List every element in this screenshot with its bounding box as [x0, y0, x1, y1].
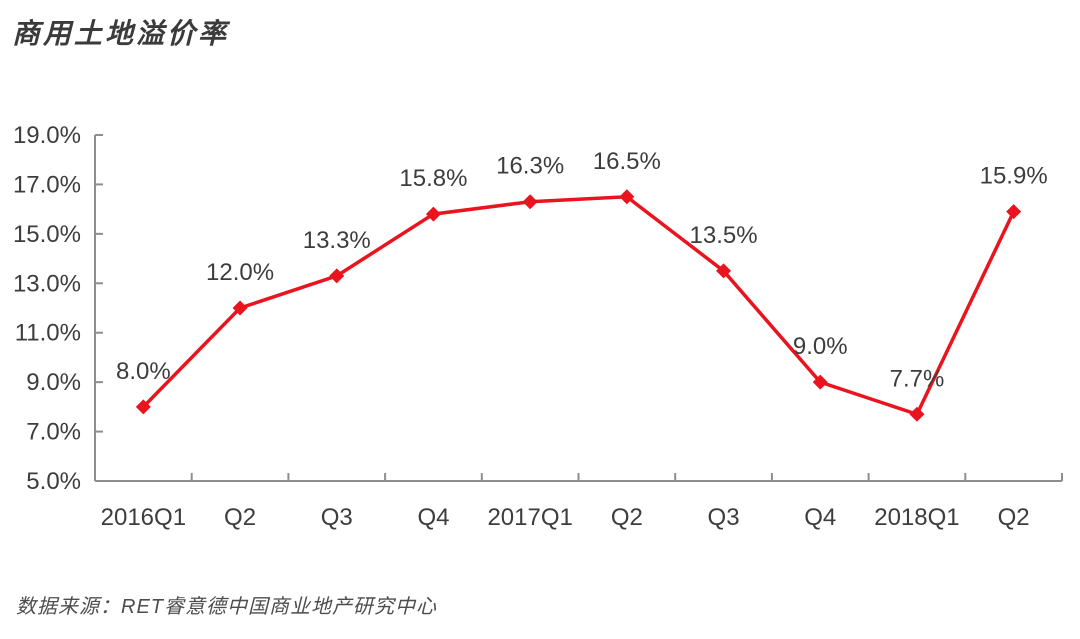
x-axis-tick-label: Q2 — [224, 504, 256, 531]
data-point-marker — [909, 406, 925, 422]
data-point-label: 9.0% — [793, 333, 848, 360]
x-axis-tick-label: Q4 — [417, 504, 449, 531]
data-point-label: 16.5% — [593, 148, 661, 175]
x-axis-tick-label: Q3 — [708, 504, 740, 531]
data-point-label: 7.7% — [890, 365, 945, 392]
y-axis-tick-label: 13.0% — [13, 270, 81, 297]
chart-title: 商用土地溢价率 — [12, 18, 230, 49]
x-axis-tick-label: Q2 — [611, 504, 643, 531]
data-point-label: 15.9% — [980, 163, 1048, 190]
x-axis-tick-label: 2017Q1 — [487, 504, 572, 531]
data-point-marker — [522, 194, 538, 210]
data-point-label: 12.0% — [206, 259, 274, 286]
data-point-label: 13.5% — [690, 222, 758, 249]
y-axis-tick-label: 11.0% — [15, 320, 81, 347]
data-point-marker — [1006, 204, 1022, 220]
data-point-marker — [425, 206, 441, 222]
x-axis-tick-label: 2018Q1 — [874, 504, 959, 531]
series-line — [142, 195, 1016, 417]
y-axis-tick-label: 5.0% — [26, 468, 81, 495]
data-point-marker — [135, 399, 151, 415]
data-point-marker — [329, 268, 345, 284]
y-axis-tick-label: 9.0% — [26, 369, 81, 396]
data-point-marker — [232, 300, 248, 316]
x-axis-tick-label: 2016Q1 — [101, 504, 186, 531]
data-point-marker — [619, 189, 635, 205]
y-axis-tick-label: 15.0% — [13, 221, 81, 248]
y-axis-tick-label: 19.0% — [13, 122, 81, 149]
data-source-note: 数据来源：RET睿意德中国商业地产研究中心 — [16, 596, 437, 618]
data-point-label: 8.0% — [116, 358, 171, 385]
x-axis-tick-label: Q3 — [321, 504, 353, 531]
data-point-label: 13.3% — [303, 227, 371, 254]
x-axis-tick-label: Q4 — [804, 504, 836, 531]
y-axis-tick-label: 7.0% — [26, 419, 81, 446]
y-axis-tick-label: 17.0% — [13, 171, 81, 198]
x-axis-tick-label: Q2 — [998, 504, 1030, 531]
data-point-marker — [812, 374, 828, 390]
data-point-label: 15.8% — [399, 165, 467, 192]
data-point-label: 16.3% — [496, 153, 564, 180]
data-point-marker — [716, 263, 732, 279]
